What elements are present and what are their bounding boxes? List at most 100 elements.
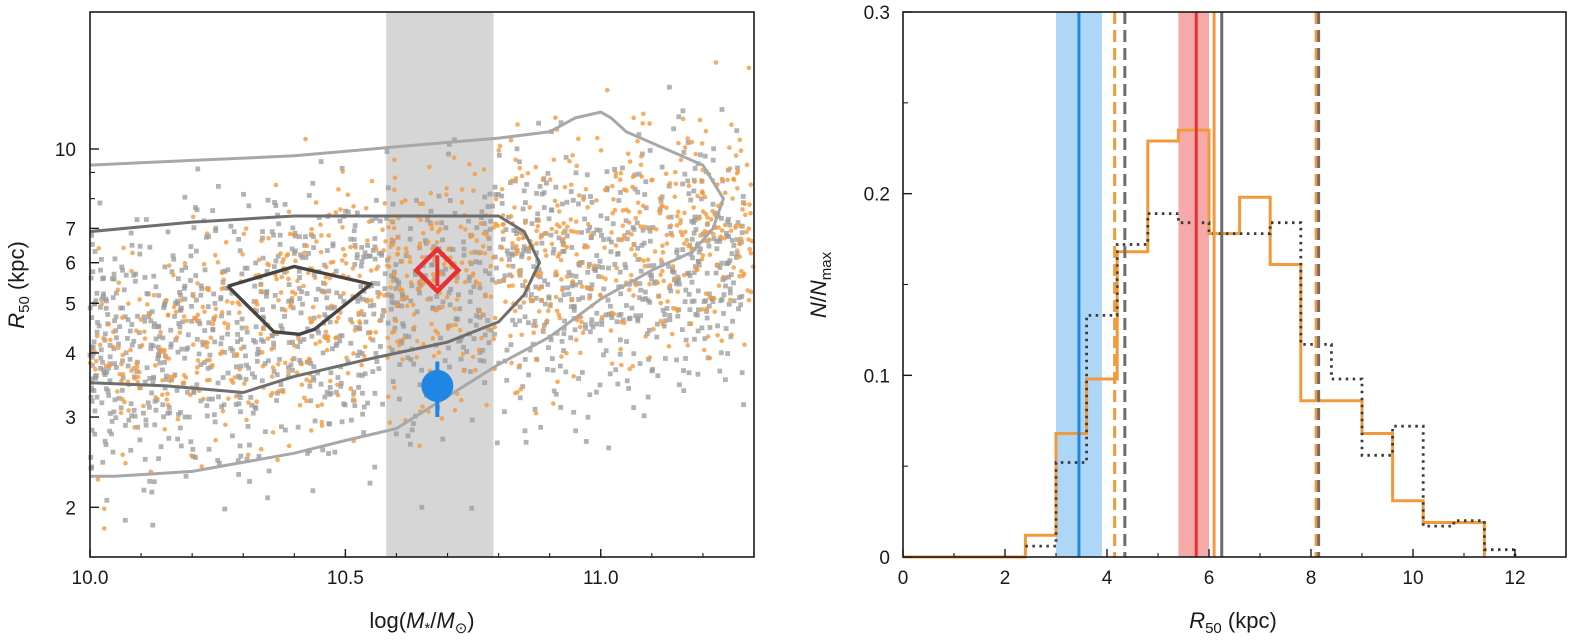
gray-point [352, 262, 358, 267]
orange-point [627, 366, 632, 372]
gray-point [212, 339, 218, 345]
gray-point [438, 335, 443, 341]
gray-point [626, 316, 632, 322]
gray-point [563, 369, 569, 375]
gray-point [269, 333, 275, 339]
gray-point [632, 186, 638, 192]
gray-point [156, 323, 162, 329]
gray-point [679, 327, 685, 333]
orange-point [457, 327, 463, 333]
gray-point [147, 478, 153, 484]
orange-point [195, 358, 201, 363]
gray-point [252, 283, 258, 289]
gray-point [185, 345, 191, 351]
gray-point [168, 341, 174, 347]
orange-point [163, 355, 169, 360]
gray-point [691, 230, 697, 236]
gray-point [492, 331, 497, 337]
gray-point [137, 251, 143, 257]
gray-point [112, 361, 117, 367]
gray-point [504, 248, 510, 254]
orange-point [516, 236, 521, 242]
gray-point [360, 296, 366, 302]
gray-point [202, 267, 208, 273]
orange-point [719, 338, 725, 344]
gray-point [517, 159, 522, 165]
gray-point [510, 263, 516, 269]
gray-point [517, 304, 523, 310]
gray-point [606, 236, 612, 242]
orange-point [357, 273, 362, 279]
orange-point [411, 312, 417, 317]
orange-point [611, 197, 616, 202]
y-tick-label: 2 [65, 498, 76, 519]
gray-point [358, 263, 364, 269]
gray-point [500, 236, 506, 242]
gray-point [188, 278, 193, 283]
gray-point [123, 272, 129, 278]
orange-point [238, 346, 244, 352]
gray-point [285, 374, 291, 380]
gray-point [90, 363, 95, 368]
orange-point [467, 162, 472, 167]
gray-point [727, 290, 733, 296]
orange-point [348, 386, 354, 391]
orange-point [351, 393, 356, 398]
orange-point [201, 396, 206, 402]
orange-point [120, 352, 126, 358]
orange-point [544, 318, 550, 323]
orange-point [103, 363, 109, 369]
gray-point [274, 372, 280, 378]
orange-point [533, 410, 539, 416]
gray-point [695, 288, 701, 294]
gray-point [330, 346, 335, 352]
gray-point [322, 312, 328, 318]
orange-point [325, 335, 331, 341]
gray-point [271, 340, 277, 346]
gray-point [188, 439, 194, 445]
gray-point [573, 428, 579, 434]
gray-point [735, 165, 740, 171]
gray-point [466, 274, 472, 280]
orange-point [363, 205, 369, 211]
orange-point [222, 320, 227, 326]
gray-point [388, 293, 394, 298]
gray-point [617, 269, 623, 275]
gray-point [419, 367, 424, 373]
gray-point [635, 245, 641, 251]
orange-point [716, 225, 721, 230]
gray-point [595, 264, 601, 269]
orange-point [137, 297, 142, 302]
gray-point [348, 236, 354, 242]
gray-point [717, 368, 723, 374]
gray-point [696, 262, 702, 268]
gray-point [561, 331, 567, 337]
orange-point [220, 408, 226, 414]
orange-point [223, 239, 229, 245]
orange-point [386, 225, 391, 230]
orange-point [514, 251, 519, 257]
gray-point [546, 295, 552, 301]
gray-point [339, 165, 345, 171]
gray-point [478, 215, 484, 221]
gray-point [275, 212, 280, 218]
gray-point [625, 230, 631, 235]
gray-point [154, 397, 160, 403]
gray-point [316, 215, 322, 220]
orange-point [702, 194, 708, 200]
orange-point [568, 182, 574, 188]
gray-point [695, 258, 701, 264]
orange-point [554, 272, 560, 278]
orange-point [550, 401, 556, 406]
orange-point [618, 170, 624, 176]
gray-point [580, 295, 586, 301]
gray-point [166, 405, 172, 410]
orange-point [458, 224, 464, 230]
orange-point [676, 140, 681, 146]
gray-point [687, 307, 693, 313]
gray-point [271, 264, 277, 270]
gray-point [137, 344, 143, 349]
orange-point [188, 392, 193, 398]
gray-point [361, 254, 366, 260]
gray-point [348, 317, 354, 323]
